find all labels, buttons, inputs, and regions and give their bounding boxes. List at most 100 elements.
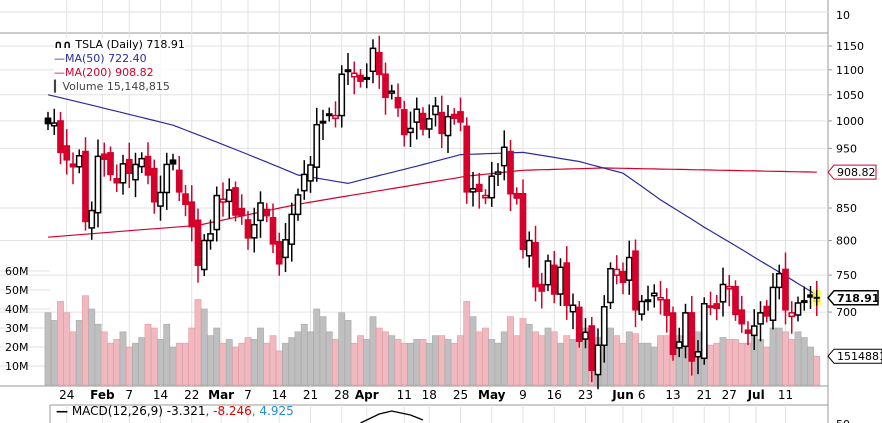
volume-bar: [513, 335, 521, 386]
candle: [457, 97, 464, 132]
volume-bar: [432, 335, 439, 386]
candle-body: [207, 233, 214, 242]
volume-bar: [488, 339, 496, 386]
candle-body: [344, 69, 352, 73]
volume-bar: [782, 331, 789, 386]
candle-body: [138, 157, 146, 168]
volume-bar: [182, 342, 189, 386]
candle: [607, 262, 614, 309]
candle-body: [475, 183, 483, 193]
macd-legend: — MACD(12,26,9) -3.321, -8.246, 4.925: [56, 404, 294, 418]
volume-bar: [225, 339, 233, 386]
volume-bar: [663, 335, 671, 386]
candle: [688, 295, 696, 376]
volume-bar: [138, 337, 146, 386]
volume-bar: [288, 337, 296, 386]
legend-ma200-text: MA(200) 908.82: [65, 66, 154, 79]
volume-bar: [319, 316, 327, 386]
candle: [307, 155, 314, 193]
legend-ma50-text: MA(50) 722.40: [65, 52, 147, 65]
volume-bar: [213, 327, 221, 386]
candle-body: [63, 145, 71, 161]
candle: [769, 273, 777, 330]
candle-body: [57, 120, 64, 154]
macd-line: [360, 410, 424, 423]
volume-bar: [507, 316, 514, 386]
candle-body: [375, 51, 383, 75]
candle: [132, 152, 139, 198]
volume-bar: [525, 323, 533, 386]
macd-signal: , -8.246: [205, 404, 252, 418]
candle-body: [532, 241, 539, 288]
candle: [200, 234, 208, 276]
ma200-value-tag-box: [827, 164, 877, 180]
x-tick-label: May: [478, 388, 506, 402]
candle: [88, 201, 96, 240]
candle-body: [88, 209, 96, 229]
candle-body: [694, 351, 702, 358]
candle: [544, 254, 552, 292]
candle: [775, 264, 783, 300]
candle: [613, 255, 621, 285]
candle: [350, 61, 358, 95]
candle: [338, 65, 346, 128]
volume-bar: [75, 320, 83, 386]
volume-bar: [350, 342, 358, 386]
candle: [50, 108, 58, 135]
volume-bar: [300, 323, 308, 386]
x-tick-label: 7: [244, 388, 252, 402]
volume-bar: [232, 346, 239, 386]
candle-body: [275, 240, 283, 265]
volume-bar: [100, 331, 108, 386]
x-tick-label: 22: [184, 388, 199, 402]
candle-body: [244, 219, 252, 239]
candle-body: [394, 96, 402, 109]
candle-body: [682, 312, 689, 348]
volume-bar: [94, 323, 102, 386]
candle-body: [557, 266, 564, 295]
upper-indicator-panel: [0, 0, 828, 30]
price-tick-label: 750: [836, 269, 857, 282]
candle-body: [513, 192, 521, 199]
candle-body: [632, 250, 639, 311]
price-tick-label: 1050: [836, 89, 864, 102]
volume-bar: [275, 350, 283, 386]
volume-bar: [269, 335, 277, 386]
candle-body: [707, 305, 714, 309]
candle-body: [232, 187, 239, 216]
candle-body: [157, 191, 164, 207]
volume-bar: [244, 337, 252, 386]
volume-bar: [369, 316, 377, 386]
volume-bar: [132, 342, 139, 386]
candle-body: [119, 163, 127, 184]
candle-body: [263, 208, 271, 217]
candle-body: [288, 213, 296, 245]
candle: [207, 219, 214, 250]
last-price-tag-box: [827, 290, 879, 306]
candle-body: [219, 198, 227, 203]
candle-body: [769, 286, 777, 321]
volume-bar: [332, 339, 339, 386]
volume-bar: [719, 337, 727, 386]
volume-bar: [438, 335, 446, 386]
line-icon: —: [54, 52, 65, 65]
volume-bar: [44, 312, 52, 386]
candle: [513, 187, 521, 205]
candle: [438, 95, 446, 149]
candle-body: [550, 264, 558, 295]
candle: [325, 107, 333, 122]
legend-ma200: —MA(200) 908.82: [54, 66, 185, 80]
candle-body: [350, 72, 358, 78]
candle-body: [307, 164, 314, 182]
price-tick-label: 800: [836, 235, 857, 248]
candle-body: [800, 300, 808, 304]
candle-body: [625, 256, 633, 281]
candle: [475, 172, 483, 209]
x-tick-label: 24: [59, 388, 74, 402]
candle-body: [82, 150, 89, 223]
candle: [44, 111, 52, 131]
volume-bar: [475, 331, 483, 386]
candle-body: [107, 152, 114, 176]
candle: [219, 182, 227, 217]
candle: [463, 117, 471, 204]
